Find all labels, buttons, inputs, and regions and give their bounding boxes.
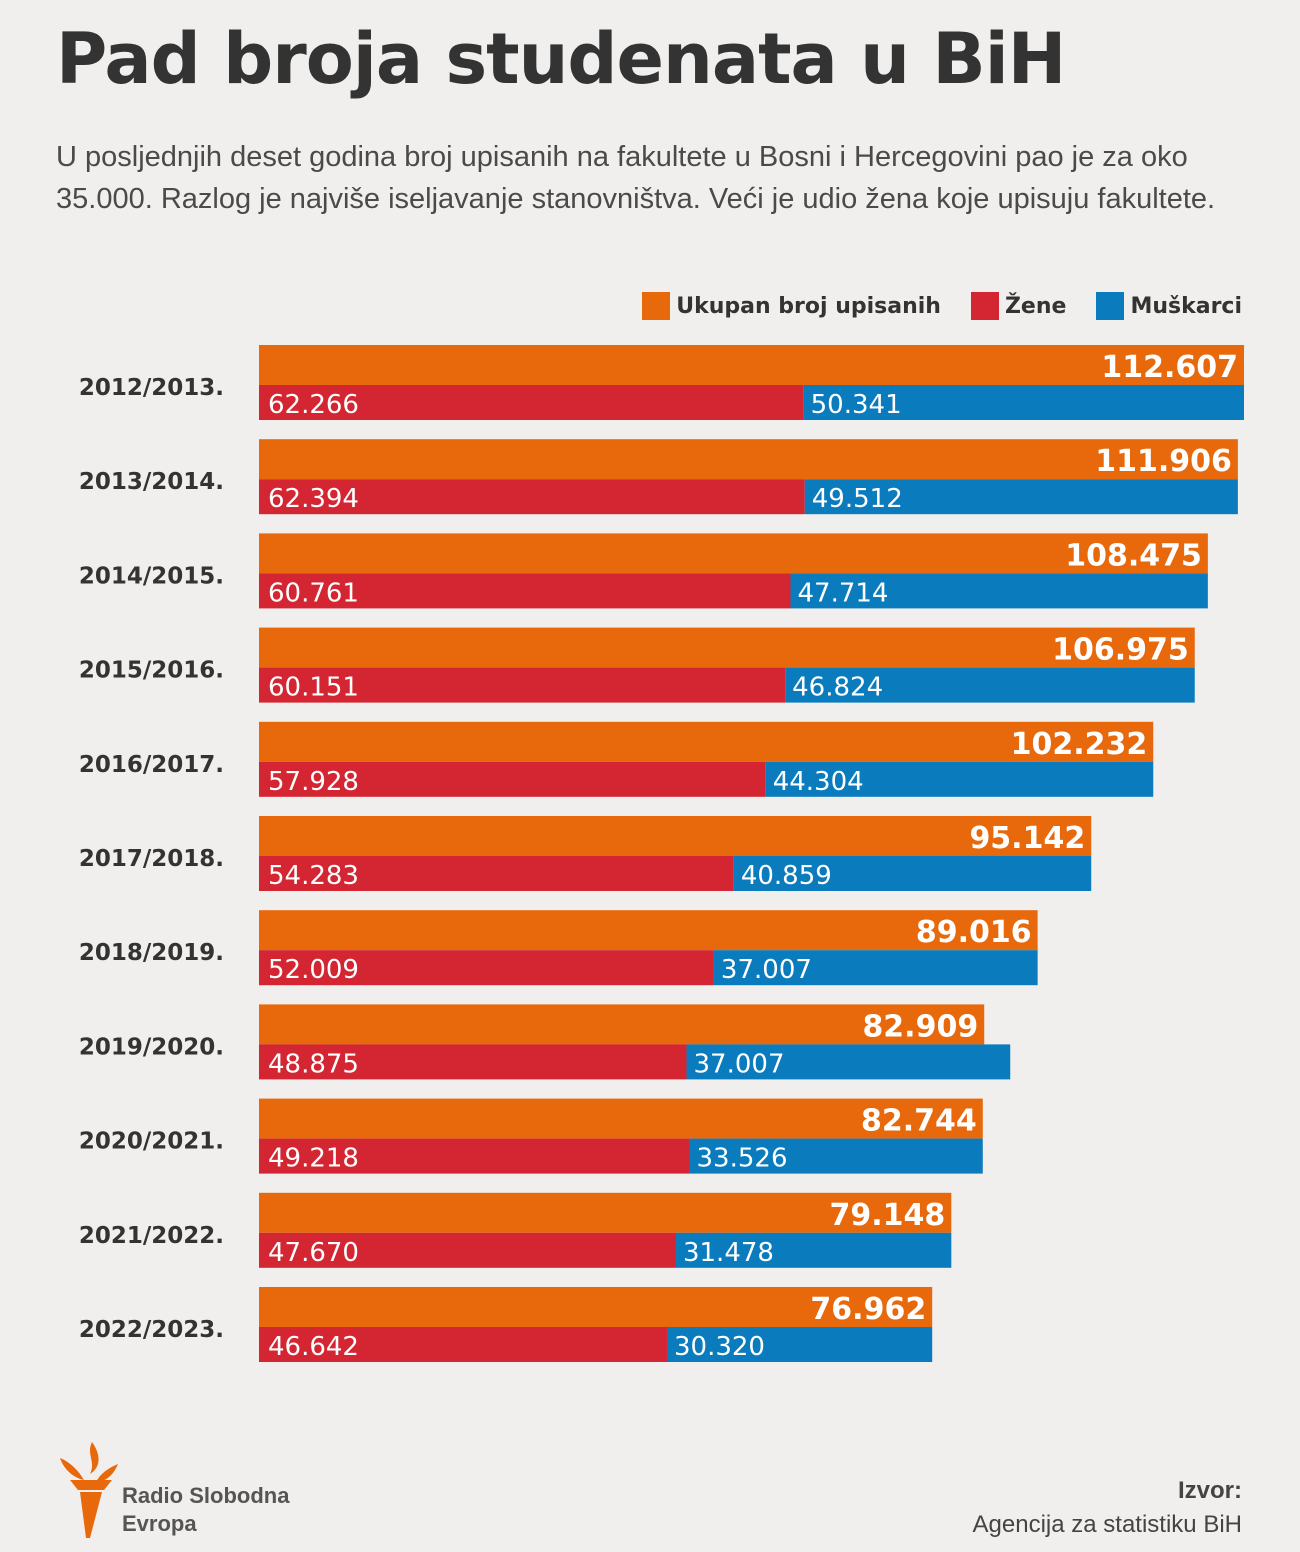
category-label: 2016/2017. [79,752,224,778]
bar-women [259,950,714,986]
bar-women [259,1327,667,1362]
bar-men [765,761,1154,797]
data-label-total: 112.607 [1101,350,1238,385]
data-label-men: 31.478 [683,1238,774,1268]
data-label-total: 106.975 [1052,633,1189,668]
bar-total [259,721,1154,762]
category-label: 2020/2021. [79,1129,224,1155]
data-label-total: 102.232 [1011,727,1148,762]
data-label-total: 82.909 [862,1009,978,1044]
source: Izvor: Agencija za statistiku BiH [973,1474,1242,1542]
data-label-total: 89.016 [916,915,1032,950]
bar-total [259,627,1195,668]
bar-men [803,385,1244,420]
category-label: 2022/2023. [79,1317,224,1343]
bar-total [259,910,1038,951]
bar-total [259,1287,933,1327]
data-label-women: 60.761 [268,578,359,608]
data-label-women: 48.875 [268,1049,359,1079]
bar-men [689,1138,983,1174]
data-label-women: 62.394 [268,484,359,514]
data-label-men: 47.714 [797,578,888,608]
bar-women [259,856,734,891]
data-label-women: 54.283 [268,861,359,891]
data-label-men: 44.304 [773,767,864,797]
legend-swatch-women [970,292,999,320]
data-label-women: 62.266 [268,390,359,420]
bar-men [790,573,1208,609]
data-label-total: 108.475 [1065,538,1202,573]
logo-text: Radio Slobodna Evropa [122,1483,290,1536]
category-label: 2012/2013. [79,375,224,401]
chart-subtitle: U posljednjih deset godina broj upisanih… [56,141,1216,215]
bar-women [259,667,786,703]
category-label: 2014/2015. [79,563,224,589]
legend-item-total: Ukupan broj upisanih [642,292,941,320]
bar-women [259,761,766,797]
bar-chart: 2012/2013. 112.607 62.266 50.341 2013/2014. 1… [79,345,1244,1362]
data-label-total: 79.148 [830,1198,946,1233]
category-label: 2019/2020. [79,1034,224,1060]
data-label-men: 49.512 [812,484,903,514]
category-label: 2017/2018. [79,846,224,872]
bar-women [259,573,791,609]
data-label-men: 30.320 [674,1332,765,1362]
legend-item-women: Žene [970,292,1067,320]
category-label: 2013/2014. [79,469,224,495]
data-label-total: 82.744 [861,1104,977,1139]
bar-women [259,385,804,420]
rse-logo: Radio Slobodna Evropa [56,1440,316,1540]
data-label-men: 37.007 [694,1049,785,1079]
data-label-men: 33.526 [697,1144,788,1174]
legend-label-total: Ukupan broj upisanih [676,293,941,319]
torch-icon [60,1442,118,1538]
bar-total [259,816,1092,856]
bar-total [259,1004,985,1045]
data-label-total: 111.906 [1095,444,1232,479]
data-label-men: 46.824 [792,673,883,703]
data-label-total: 76.962 [810,1292,926,1327]
data-label-men: 37.007 [721,955,812,985]
bar-women [259,1044,687,1080]
data-label-men: 40.859 [741,861,832,891]
bar-total [259,1098,983,1139]
bar-women [259,1138,690,1174]
bar-women [259,479,805,515]
legend-item-men: Muškarci [1096,292,1242,320]
data-label-women: 46.642 [268,1332,359,1362]
data-label-men: 50.341 [811,390,902,420]
bar-men [675,1232,952,1268]
bar-men [733,856,1092,891]
bar-men [713,950,1038,986]
bar-total [259,345,1244,385]
data-label-women: 52.009 [268,955,359,985]
legend-swatch-total [642,292,671,320]
legend-label-women: Žene [1004,293,1067,319]
source-label: Izvor: [1177,1477,1242,1504]
category-label: 2018/2019. [79,940,224,966]
data-label-women: 47.670 [268,1238,359,1268]
legend: Ukupan broj upisanih Žene Muškarci [642,290,1242,322]
bar-men [666,1327,933,1362]
chart-title: Pad broja studenata u BiH [56,18,1066,100]
data-label-total: 95.142 [969,821,1085,856]
data-label-women: 60.151 [268,673,359,703]
category-label: 2015/2016. [79,658,224,684]
bar-total [259,439,1238,480]
source-text: Agencija za statistiku BiH [972,1511,1242,1538]
data-label-women: 49.218 [268,1144,359,1174]
bar-men [686,1044,1011,1080]
bar-men [785,667,1195,703]
bar-men [804,479,1238,515]
data-label-women: 57.928 [268,767,359,797]
legend-label-men: Muškarci [1130,293,1242,319]
bar-total [259,1192,952,1233]
bar-women [259,1232,676,1268]
legend-swatch-men [1096,292,1125,320]
bar-total [259,533,1208,574]
category-label: 2021/2022. [79,1223,224,1249]
